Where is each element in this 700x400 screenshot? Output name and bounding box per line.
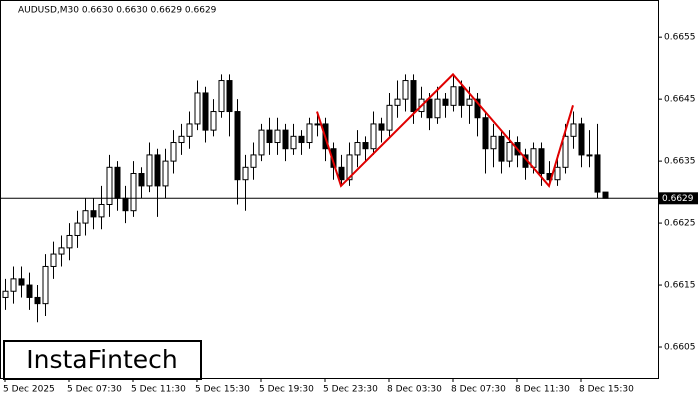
plot-frame [0,0,659,379]
x-tick-label: 5 Dec 2025 [3,385,55,395]
y-tick-label: 0.6645 [664,95,696,105]
candle-body [34,296,41,305]
candle-body [234,111,241,181]
candle-body [114,166,121,199]
candle-body [170,142,177,162]
candle-body [346,154,353,181]
chart-title: AUDUSD,M30 0.6630 0.6630 0.6629 0.6629 [18,6,217,16]
candle-body [426,98,433,119]
candle-body [10,278,17,292]
candle-body [442,98,449,106]
x-tick-label: 8 Dec 07:30 [451,385,506,395]
candle-body [242,166,249,181]
candle-body [314,123,321,126]
x-tick-label: 8 Dec 11:30 [515,385,570,395]
x-tick-label: 5 Dec 19:30 [259,385,314,395]
y-tick-label: 0.6635 [664,157,696,167]
x-tick-label: 5 Dec 11:30 [131,385,186,395]
candle-body [490,135,497,150]
candle-body [66,234,73,249]
candle-body [178,135,185,144]
candle-body [18,278,25,286]
candle-body [162,160,169,187]
candle-body [106,166,113,205]
candle-body [570,123,577,137]
y-tick-label: 0.6615 [664,281,696,291]
y-tick-label: 0.6605 [664,343,696,353]
candle-body [138,173,145,187]
candle-body [250,154,257,168]
candle-body [202,92,209,131]
candle-body [90,210,97,218]
candle-body [122,197,129,212]
candle-body [266,129,273,144]
candle-body [2,290,9,298]
candle-body [130,173,137,212]
x-tick-label: 5 Dec 15:30 [195,385,250,395]
candle-body [370,123,377,150]
candle-body [98,203,105,218]
candle-body [466,98,473,106]
candle-body [282,129,289,150]
x-tick-label: 5 Dec 07:30 [67,385,122,395]
candle-body [146,154,153,187]
candle-body [474,98,481,119]
candle-body [362,142,369,150]
pattern-line [316,72,574,188]
candle-body [306,123,313,144]
candle-body [298,135,305,144]
x-tick-label: 8 Dec 15:30 [579,385,634,395]
candle-body [594,154,601,193]
candle-body [378,123,385,131]
y-tick-label: 0.6655 [664,33,696,43]
candle-body [226,80,233,113]
candle-body [26,284,33,298]
candle-body [498,135,505,162]
last-price-label: 0.6629 [662,194,694,204]
candle-body [410,80,417,113]
candle-body [538,148,545,175]
candle-body [186,123,193,137]
logo-box [3,340,202,380]
candle-body [58,247,65,255]
last-price-box [658,192,698,205]
candle-body [274,129,281,144]
candle-body [50,253,57,267]
candle-body [602,191,609,199]
candle-body [482,117,489,150]
candle-body [450,86,457,106]
candle-body [402,80,409,100]
candle-body [562,135,569,168]
candle-body [554,166,561,181]
candle-body [434,98,441,119]
candle-body [194,92,201,125]
y-tick-label: 0.6625 [664,219,696,229]
candle-body [74,222,81,236]
x-tick-label: 8 Dec 03:30 [387,385,442,395]
x-tick-label: 5 Dec 23:30 [323,385,378,395]
candle-body [394,98,401,106]
candle-body [82,210,89,224]
candle-body [506,142,513,162]
candle-body [354,142,361,156]
candle-body [290,135,297,150]
candle-body [258,129,265,156]
candle-body [218,80,225,113]
candle-body [586,154,593,157]
candle-body [578,123,585,156]
candle-body [458,86,465,106]
candle-body [210,111,217,131]
candle-body [386,104,393,131]
logo: InstaFintech [26,345,178,374]
candle-body [338,166,345,181]
candle-body [42,265,49,305]
candle-body [154,154,161,187]
